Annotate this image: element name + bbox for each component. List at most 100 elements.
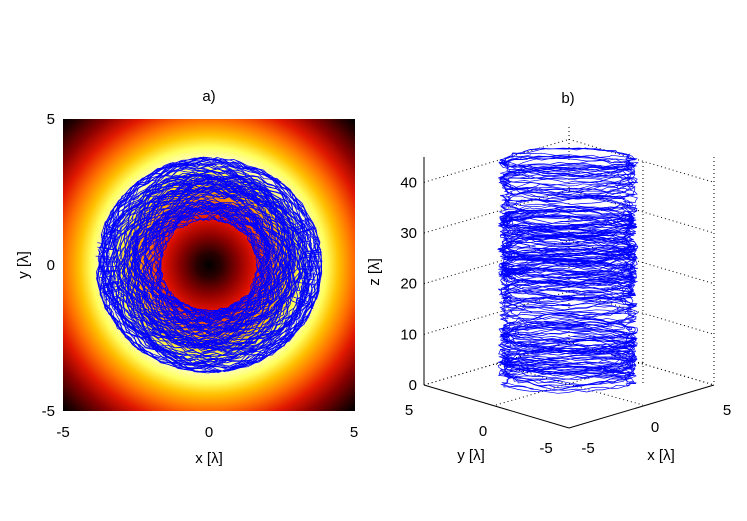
trajectory-line	[500, 194, 636, 237]
ztick-label: 40	[400, 174, 417, 191]
trajectory-line	[307, 251, 322, 255]
trajectory-line	[499, 227, 639, 257]
x-axis-label: x [λ]	[195, 450, 223, 467]
trajectory-line	[100, 285, 115, 290]
y-axis-label: y [λ]	[457, 447, 485, 464]
trajectory-line	[102, 281, 118, 285]
trajectory-line	[305, 253, 320, 257]
trajectory-line	[108, 284, 124, 289]
trajectory-line	[112, 170, 307, 373]
trajectory-line	[501, 267, 639, 299]
xtick-label: -5	[581, 440, 594, 457]
trajectory-line	[292, 222, 307, 230]
trajectory-line	[134, 185, 301, 336]
trajectory-line	[500, 316, 638, 355]
trajectory-line	[131, 180, 284, 335]
trajectory-line	[500, 258, 638, 287]
trajectory-line	[99, 163, 312, 360]
trajectory-line	[122, 189, 292, 348]
trajectory-line	[111, 294, 126, 301]
trajectory-line	[294, 218, 308, 226]
trajectory-line	[301, 281, 317, 286]
trajectory-line	[499, 147, 637, 177]
ztick-label: 30	[400, 225, 417, 242]
trajectory-line	[97, 242, 112, 246]
trajectory-line	[295, 289, 311, 295]
trajectory-line	[499, 209, 638, 238]
trajectory-line	[292, 225, 307, 232]
trajectory-line	[104, 295, 120, 301]
trajectory-line	[107, 228, 122, 235]
trajectories-b	[496, 147, 639, 394]
panel-b: b) 0 10 20 30 40 5 0 -5	[366, 90, 731, 464]
trajectory-line	[500, 313, 638, 348]
trajectory-line	[498, 154, 639, 178]
trajectory-line	[100, 158, 323, 361]
trajectory-line	[304, 249, 320, 253]
panel-a: a) 0	[15, 88, 358, 467]
trajectory-line	[290, 300, 305, 307]
trajectory-line	[102, 270, 118, 273]
xtick-label: 5	[723, 402, 731, 419]
x-axis-label: x [λ]	[647, 447, 675, 464]
trajectory-line	[100, 289, 115, 294]
trajectory-line	[120, 170, 295, 342]
trajectory-line	[301, 268, 316, 271]
panel-b-title: b)	[561, 90, 574, 107]
trajectory-line	[134, 182, 288, 330]
trajectory-line	[499, 162, 636, 200]
axis-a: 0 -5 5 5 0 -5 x [λ] y [λ]	[15, 111, 358, 467]
trajectory-line	[148, 205, 271, 328]
ytick-label: -5	[42, 403, 55, 420]
trajectory-line	[498, 345, 636, 377]
panel-a-title: a)	[202, 88, 215, 105]
ztick-label: 0	[409, 377, 417, 394]
trajectory-line	[95, 255, 111, 258]
trajectory-line	[498, 246, 637, 274]
trajectory-line	[500, 159, 639, 194]
trajectory-line	[299, 302, 314, 310]
trajectory-line	[302, 227, 317, 234]
trajectory-line	[296, 281, 311, 286]
trajectory-line	[124, 179, 304, 338]
trajectory-line	[117, 178, 318, 349]
ytick-label: -5	[539, 440, 552, 457]
xtick-label: 0	[651, 419, 659, 436]
trajectory-line	[305, 255, 320, 258]
trajectory-line	[102, 269, 117, 272]
trajectory-line	[119, 185, 295, 357]
trajectory-line	[500, 339, 636, 371]
trajectory-line	[99, 275, 114, 278]
trajectory-line	[113, 188, 291, 346]
ytick-label: 5	[405, 402, 413, 419]
trajectory-line	[296, 228, 311, 234]
trajectory-line	[501, 281, 636, 315]
trajectories-a	[95, 156, 323, 374]
trajectory-line	[106, 288, 122, 293]
ytick-label: 0	[47, 257, 55, 274]
ztick-label: 10	[400, 326, 417, 343]
trajectory-line	[103, 232, 119, 238]
trajectory-line	[99, 283, 114, 287]
trajectory-line	[296, 299, 311, 306]
trajectory-line	[298, 297, 313, 304]
trajectory-line	[107, 299, 122, 307]
trajectory-line	[308, 260, 323, 263]
trajectory-line	[302, 293, 318, 299]
trajectory-line	[126, 200, 288, 348]
z-axis-ticks: 0 10 20 30 40	[400, 174, 417, 394]
trajectory-line	[103, 235, 118, 241]
xtick-label: 0	[205, 424, 213, 441]
trajectory-line	[292, 226, 307, 233]
trajectory-line	[106, 282, 122, 287]
ztick-label: 20	[400, 276, 417, 293]
trajectory-line	[291, 295, 306, 302]
trajectory-line	[296, 228, 311, 235]
ytick-label: 0	[479, 423, 487, 440]
trajectory-line	[501, 353, 637, 379]
trajectory-line	[132, 196, 284, 323]
trajectory-line	[498, 147, 638, 177]
trajectory-line	[107, 289, 123, 294]
trajectory-line	[498, 252, 638, 281]
